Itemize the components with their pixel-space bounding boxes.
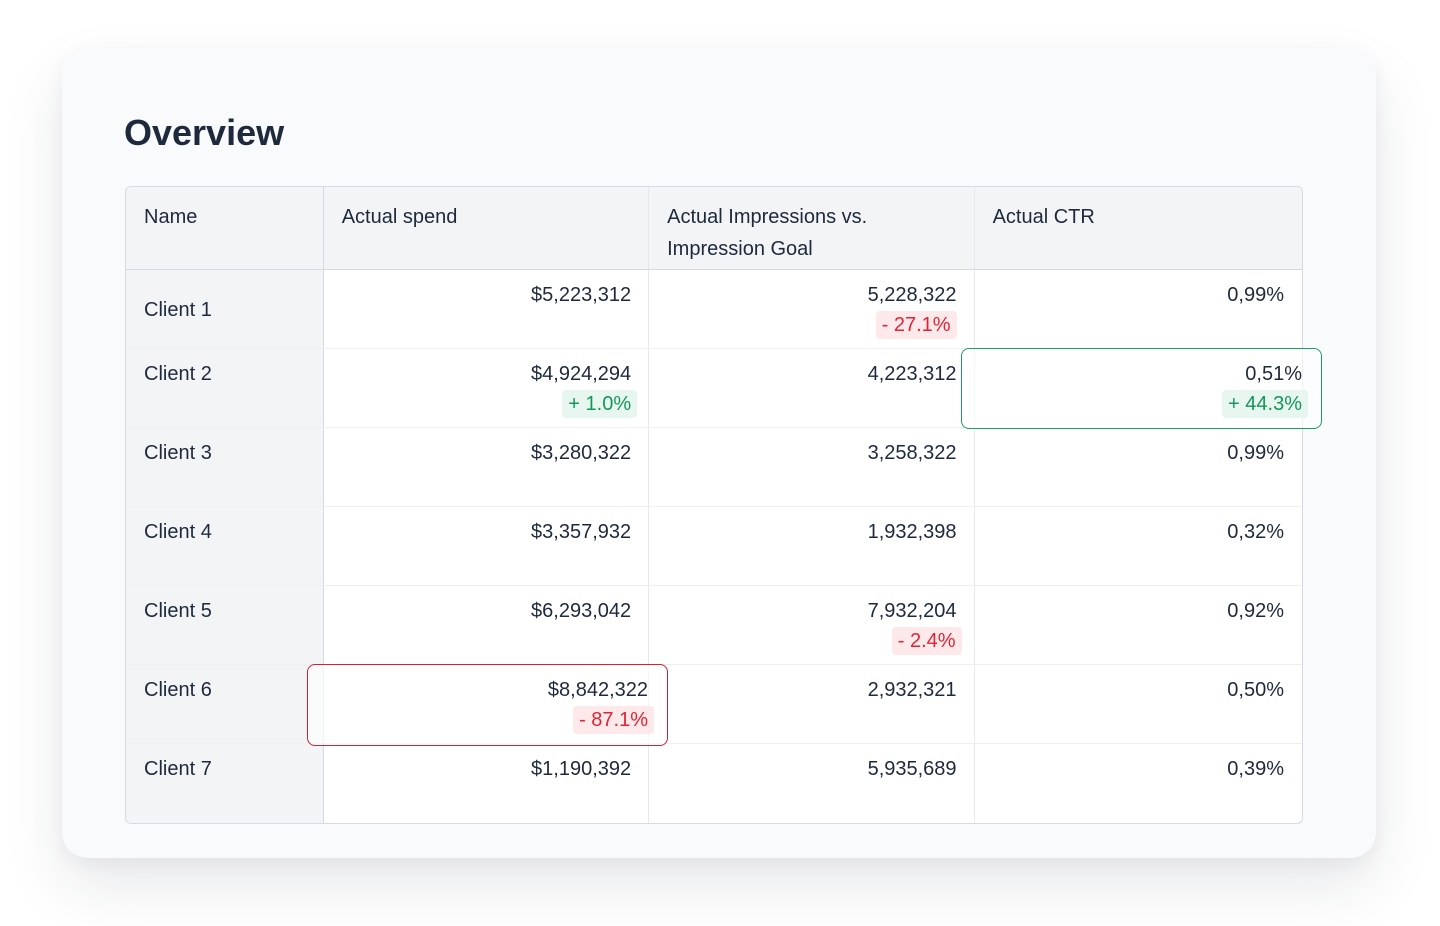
name-cell: Client 6 [126,665,324,743]
ctr-cell: 0,39% [975,744,1302,823]
page-title: Overview [124,112,285,153]
impressions-cell: 5,935,689 [649,744,975,823]
spend-cell: $4,924,294 + 1.0% [324,349,650,427]
ctr-cell: 0,99% [975,270,1302,348]
impressions-value: 3,258,322 [867,442,957,464]
ctr-value: 0,99% [1227,442,1284,464]
client-name: Client 7 [144,758,212,780]
spend-cell: $3,357,932 [324,507,650,585]
impressions-delta-badge: - 27.1% [875,311,957,339]
header-actual-ctr[interactable]: Actual CTR [974,187,1302,269]
name-cell: Client 1 [126,270,324,348]
header-impressions-label-line1: Actual Impressions vs. [667,206,868,228]
client-name: Client 2 [144,363,212,385]
header-impressions[interactable]: Actual Impressions vs. Impression Goal [649,187,975,269]
name-cell: Client 3 [126,428,324,506]
header-name-label: Name [144,206,198,228]
ctr-cell: 0,99% [975,428,1302,506]
spend-cell: $3,280,322 [324,428,650,506]
name-cell: Client 2 [126,349,324,427]
table-row[interactable]: Client 4 $3,357,932 1,932,398 0,32% [126,507,1302,586]
table-row[interactable]: Client 1 $5,223,312 5,228,322 - 27.1% 0,… [126,270,1302,349]
spend-cell: $6,293,042 [324,586,650,664]
name-cell: Client 5 [126,586,324,664]
impressions-value: 4,223,312 [867,363,957,385]
spend-value: $3,280,322 [531,442,632,464]
ctr-value: 0,92% [1227,600,1284,622]
ctr-value: 0,39% [1227,758,1284,780]
spend-value: $4,924,294 [531,363,632,385]
table-row[interactable]: Client 2 $4,924,294 + 1.0% 4,223,312 [126,349,1302,428]
impressions-cell: 4,223,312 [649,349,975,427]
impressions-cell: 3,258,322 [649,428,975,506]
client-name: Client 5 [144,600,212,622]
table-header: Name Actual spend Actual Impressions vs.… [126,187,1302,270]
ctr-cell: 0,32% [975,507,1302,585]
spend-value: $6,293,042 [531,600,632,622]
header-actual-spend[interactable]: Actual spend [323,187,650,269]
header-actual-ctr-label: Actual CTR [992,206,1095,228]
table-row[interactable]: Client 5 $6,293,042 7,932,204 - 2.4% 0,9… [126,586,1302,665]
spend-cell [324,665,650,743]
spend-cell: $1,190,392 [324,744,650,823]
spend-value: $1,190,392 [531,758,632,780]
spend-value: $3,357,932 [531,521,632,543]
name-cell: Client 4 [126,507,324,585]
ctr-value: 0,50% [1227,679,1284,701]
impressions-value: 5,228,322 [867,284,957,306]
impressions-value: 5,935,689 [867,758,957,780]
overview-table: Name Actual spend Actual Impressions vs.… [125,186,1303,824]
name-cell: Client 7 [126,744,324,823]
impressions-delta-badge: - 2.4% [891,627,962,655]
impressions-cell: 1,932,398 [649,507,975,585]
impressions-cell: 5,228,322 - 27.1% [649,270,975,348]
client-name: Client 4 [144,521,212,543]
header-impressions-label-line2: Impression Goal [667,238,813,260]
ctr-cell: 0,92% [975,586,1302,664]
table-row[interactable]: Client 6 2,932,321 0,50% [126,665,1302,744]
header-name[interactable]: Name [126,187,324,269]
client-name: Client 6 [144,679,212,701]
spend-cell: $5,223,312 [324,270,650,348]
ctr-cell: 0,50% [975,665,1302,743]
impressions-value: 7,932,204 [867,600,957,622]
table-row[interactable]: Client 3 $3,280,322 3,258,322 0,99% [126,428,1302,507]
table-row[interactable]: Client 7 $1,190,392 5,935,689 0,39% [126,744,1302,823]
client-name: Client 1 [144,299,212,321]
impressions-value: 2,932,321 [867,679,957,701]
impressions-cell: 7,932,204 - 2.4% [649,586,975,664]
spend-delta-badge: + 1.0% [562,390,638,418]
client-name: Client 3 [144,442,212,464]
spend-value: $5,223,312 [531,284,632,306]
ctr-value: 0,32% [1227,521,1284,543]
header-actual-spend-label: Actual spend [341,206,458,228]
ctr-cell [975,349,1302,427]
ctr-value: 0,99% [1227,284,1284,306]
impressions-value: 1,932,398 [867,521,957,543]
impressions-cell: 2,932,321 [649,665,975,743]
